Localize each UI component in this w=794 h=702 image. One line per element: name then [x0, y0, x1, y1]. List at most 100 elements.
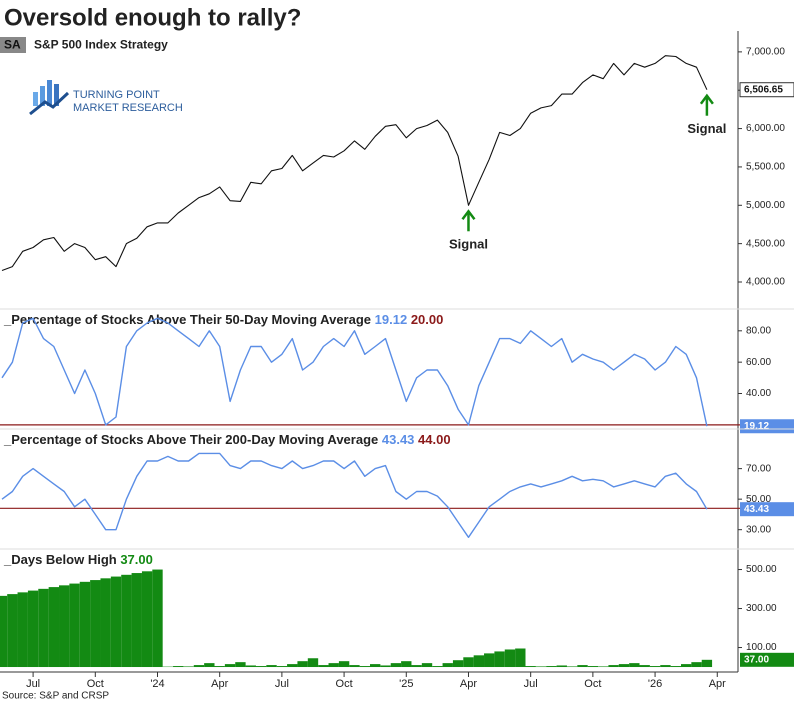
- bar: [390, 663, 402, 668]
- bar: [618, 664, 630, 668]
- bar: [546, 666, 557, 668]
- bar: [7, 594, 18, 668]
- bar: [660, 665, 671, 668]
- bar: [649, 666, 661, 668]
- bar: [17, 592, 28, 668]
- y-tick-label: 4,500.00: [746, 238, 785, 249]
- y-tick-label: 4,000.00: [746, 277, 785, 288]
- panel-title-text: _Percentage of Stocks Above Their 50-Day…: [3, 312, 371, 327]
- y-tick-label: 5,500.00: [746, 162, 785, 173]
- bar: [370, 664, 381, 668]
- bar: [452, 660, 464, 668]
- bar: [214, 666, 225, 668]
- series-readout: 19.12: [375, 312, 408, 327]
- last-value-badge: [739, 82, 794, 98]
- bar: [701, 659, 713, 668]
- panel-title: _Days Below High 37.00: [3, 552, 153, 567]
- source: Source: S&P and CRSP: [2, 691, 109, 702]
- y-tick-label: 100.00: [746, 642, 777, 653]
- x-tick-label: Oct: [87, 678, 104, 690]
- logo-bar: [33, 92, 38, 106]
- series-line: [1, 317, 708, 427]
- x-tick-label: Oct: [336, 678, 353, 690]
- bar: [432, 666, 443, 668]
- bar: [670, 666, 681, 668]
- bar: [38, 588, 49, 668]
- header-badge: [0, 37, 26, 53]
- bar: [79, 581, 91, 668]
- bar: [587, 666, 599, 668]
- y-tick-label: 40.00: [746, 388, 771, 399]
- logo-text: TURNING POINT: [73, 89, 160, 101]
- bar: [173, 666, 184, 668]
- y-tick-label: 70.00: [746, 463, 771, 474]
- last-value-badge: [740, 419, 794, 434]
- bar: [141, 571, 153, 668]
- series-line: [1, 55, 708, 272]
- last-value-label: 6,506.65: [744, 84, 783, 95]
- logo-text: MARKET RESEARCH: [73, 102, 183, 114]
- bar: [255, 666, 267, 668]
- annotation-text: Signal: [449, 237, 488, 252]
- bar: [224, 664, 236, 668]
- last-value-badge: [740, 502, 794, 517]
- y-tick-label: 30.00: [746, 524, 771, 535]
- bar: [639, 665, 650, 668]
- last-value-label: 37.00: [744, 654, 769, 665]
- y-tick-label: 7,000.00: [746, 47, 785, 58]
- y-tick-label: 60.00: [746, 357, 771, 368]
- reference-readout: 20.00: [411, 312, 444, 327]
- bar: [131, 573, 142, 668]
- y-tick-label: 80.00: [746, 325, 771, 336]
- bar: [48, 587, 60, 668]
- bar: [121, 574, 132, 668]
- bar: [473, 655, 485, 668]
- panel-title: S&P 500 Index Strategy: [34, 38, 168, 52]
- x-tick-label: Apr: [709, 678, 726, 690]
- bar: [401, 661, 412, 668]
- bar: [421, 663, 433, 668]
- x-tick-label: Jul: [524, 678, 538, 690]
- bar: [680, 664, 692, 668]
- x-tick-label: '25: [399, 678, 413, 690]
- bar: [245, 665, 256, 668]
- y-tick-label: 300.00: [746, 603, 777, 614]
- bar: [359, 666, 370, 668]
- y-tick-label: 6,000.00: [746, 123, 785, 134]
- x-tick-label: Apr: [211, 678, 228, 690]
- series-line: [1, 452, 708, 538]
- bar: [100, 578, 111, 668]
- panel-title-text: _Percentage of Stocks Above Their 200-Da…: [3, 432, 378, 447]
- bar: [556, 665, 567, 668]
- bar: [349, 665, 360, 668]
- annotation-arrowhead: [699, 93, 714, 105]
- bar: [183, 666, 194, 668]
- y-tick-label: 500.00: [746, 564, 777, 575]
- annotation-arrowhead: [461, 209, 476, 221]
- bar: [577, 665, 588, 668]
- bar: [110, 576, 122, 668]
- bar: [442, 663, 453, 668]
- header-badge-text: SA: [4, 38, 21, 52]
- x-tick-label: Oct: [584, 678, 601, 690]
- bar: [297, 661, 308, 668]
- series-readout: 37.00: [120, 552, 153, 567]
- bar: [328, 663, 339, 668]
- logo-arrow: [29, 91, 70, 116]
- x-tick-label: Jul: [26, 678, 40, 690]
- y-tick-label: 5,000.00: [746, 200, 785, 211]
- logo-bar: [54, 84, 59, 106]
- reference-readout: 44.00: [418, 432, 451, 447]
- bar: [204, 663, 215, 668]
- bar: [266, 665, 277, 668]
- bar: [0, 595, 8, 668]
- annotation-text: Signal: [687, 121, 726, 136]
- bar: [380, 665, 391, 668]
- bar: [566, 666, 578, 668]
- bar: [318, 665, 329, 668]
- x-tick-label: '26: [648, 678, 662, 690]
- bar: [515, 648, 526, 668]
- panel-title-text: _Days Below High: [3, 552, 117, 567]
